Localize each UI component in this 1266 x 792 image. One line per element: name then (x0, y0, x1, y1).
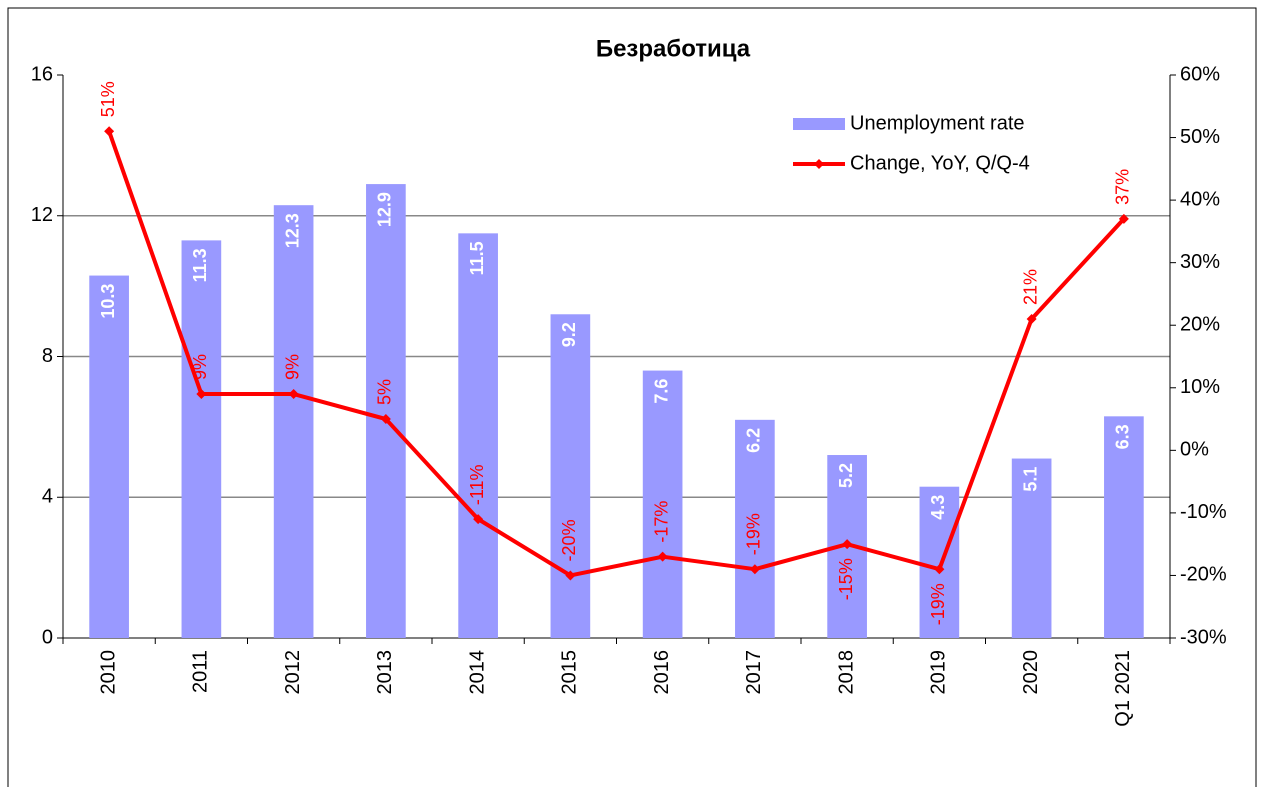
line-marker (196, 389, 207, 400)
bar-value-label: 10.3 (98, 284, 118, 319)
line-value-label: 51% (98, 81, 118, 117)
y2-tick-label: 60% (1180, 63, 1220, 85)
line-marker (1118, 213, 1129, 224)
bar (181, 240, 222, 638)
bar-value-label: 6.2 (744, 428, 764, 453)
bar (919, 486, 960, 638)
y2-tick-label: 50% (1180, 126, 1220, 148)
y2-tick-label: 10% (1180, 376, 1220, 398)
bar (1104, 416, 1144, 638)
bar-value-label: 5.1 (1020, 467, 1040, 492)
y2-tick-label: 0% (1180, 439, 1209, 461)
line-marker (934, 564, 945, 575)
line-marker (473, 514, 484, 525)
y-tick-label: 0 (42, 626, 53, 648)
x-tick-label: 2016 (651, 650, 673, 695)
bar-value-label: 12.9 (375, 192, 395, 227)
line-marker (380, 414, 391, 425)
x-tick-label: 2012 (282, 650, 304, 695)
x-tick-label: Q1 2021 (1112, 650, 1134, 727)
line-marker (104, 126, 115, 137)
y2-tick-label: 20% (1180, 314, 1220, 336)
bar-value-label: 7.6 (651, 379, 671, 404)
line-value-label: -19% (928, 583, 948, 625)
line-value-label: 9% (282, 354, 302, 380)
legend-label: Change, YoY, Q/Q-4 (850, 152, 1030, 174)
y-tick-label: 16 (31, 63, 53, 85)
legend-marker (814, 159, 824, 169)
line-value-label: -15% (836, 558, 856, 600)
line-marker (657, 551, 668, 562)
line (107, 130, 1126, 578)
x-tick-label: 2011 (190, 650, 212, 693)
line-value-label: -17% (651, 501, 671, 543)
line-value-label: 37% (1113, 169, 1133, 205)
x-tick-label: 2014 (466, 650, 488, 695)
legend-label: Unemployment rate (850, 112, 1025, 134)
x-tick-label: 2020 (1020, 650, 1042, 695)
x-tick-label: 2013 (374, 650, 396, 695)
bar-value-label: 12.3 (282, 213, 302, 248)
bar-value-label: 6.3 (1113, 424, 1133, 449)
y2-tick-label: 30% (1180, 251, 1220, 273)
y-tick-label: 4 (42, 486, 53, 508)
line-value-label: -11% (467, 464, 487, 505)
bar (642, 370, 683, 638)
y-tick-label: 12 (31, 204, 53, 226)
legend-swatch (793, 118, 845, 130)
y2-tick-label: 40% (1180, 188, 1220, 210)
bar (1011, 458, 1052, 638)
bar (550, 314, 591, 638)
x-tick-label: 2019 (928, 650, 950, 695)
line-marker (1026, 313, 1037, 324)
y2-tick-label: -10% (1180, 501, 1227, 523)
bar (89, 275, 129, 638)
bar (366, 184, 406, 639)
line-value-label: -19% (744, 513, 764, 555)
line-marker (842, 539, 853, 550)
bar (458, 233, 498, 638)
y2-tick-label: -30% (1180, 626, 1227, 648)
y-tick-label: 8 (42, 345, 53, 367)
x-tick-label: 2018 (835, 650, 857, 695)
bar-value-label: 11.5 (467, 241, 487, 275)
line-value-label: 21% (1020, 269, 1040, 305)
line-marker (565, 570, 576, 581)
line-value-label: -20% (559, 519, 579, 561)
line-value-label: 5% (375, 379, 395, 405)
line-marker (749, 564, 760, 575)
line-value-label: 9% (190, 354, 210, 380)
x-tick-label: 2015 (559, 650, 581, 695)
bar-value-label: 5.2 (836, 463, 856, 488)
x-tick-label: 2017 (743, 650, 765, 695)
bar-value-label: 9.2 (559, 322, 579, 347)
y2-tick-label: -20% (1180, 564, 1227, 586)
bar (735, 419, 775, 638)
bar-value-label: 4.3 (928, 495, 948, 520)
bar (273, 205, 314, 638)
chart-title: Безработица (596, 35, 751, 62)
line-marker (288, 389, 299, 400)
x-tick-label: 2010 (97, 650, 119, 695)
bar-value-label: 11.3 (190, 248, 210, 282)
